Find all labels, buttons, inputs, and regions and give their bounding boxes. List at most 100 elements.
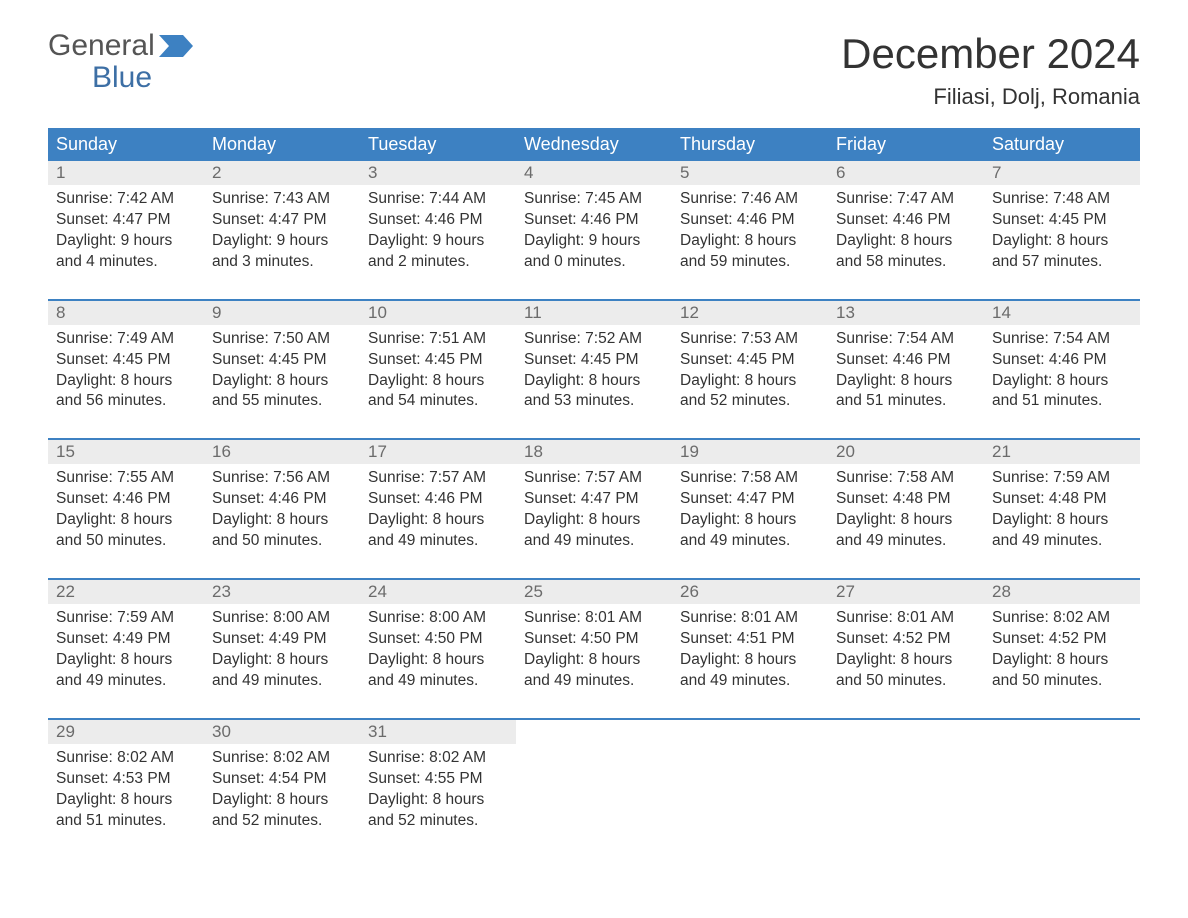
day-number-cell <box>984 720 1140 744</box>
day-data-cell: Sunrise: 7:42 AMSunset: 4:47 PMDaylight:… <box>48 185 204 300</box>
day-data-cell: Sunrise: 7:44 AMSunset: 4:46 PMDaylight:… <box>360 185 516 300</box>
day-data-cell: Sunrise: 7:43 AMSunset: 4:47 PMDaylight:… <box>204 185 360 300</box>
day-number: 29 <box>56 722 75 741</box>
daylight-line1: Daylight: 8 hours <box>212 650 352 671</box>
day-number: 5 <box>680 163 689 182</box>
sunrise-text: Sunrise: 7:55 AM <box>56 468 196 489</box>
day-number-cell: 24 <box>360 580 516 604</box>
sunset-text: Sunset: 4:53 PM <box>56 769 196 790</box>
sunrise-text: Sunrise: 7:49 AM <box>56 329 196 350</box>
day-number-row: 1234567 <box>48 161 1140 185</box>
day-data-cell: Sunrise: 8:00 AMSunset: 4:50 PMDaylight:… <box>360 604 516 719</box>
sunset-text: Sunset: 4:45 PM <box>992 210 1132 231</box>
day-number-cell: 12 <box>672 301 828 325</box>
day-number-cell <box>672 720 828 744</box>
daylight-line1: Daylight: 8 hours <box>56 790 196 811</box>
day-data-cell: Sunrise: 8:01 AMSunset: 4:51 PMDaylight:… <box>672 604 828 719</box>
day-number-cell: 2 <box>204 161 360 185</box>
sunrise-text: Sunrise: 7:51 AM <box>368 329 508 350</box>
day-number-cell: 28 <box>984 580 1140 604</box>
sunset-text: Sunset: 4:45 PM <box>368 350 508 371</box>
day-data-cell <box>672 744 828 836</box>
daylight-line2: and 49 minutes. <box>56 671 196 692</box>
sunset-text: Sunset: 4:48 PM <box>836 489 976 510</box>
day-number-cell: 5 <box>672 161 828 185</box>
daylight-line1: Daylight: 8 hours <box>680 371 820 392</box>
day-data-cell: Sunrise: 8:01 AMSunset: 4:50 PMDaylight:… <box>516 604 672 719</box>
sunrise-text: Sunrise: 7:54 AM <box>836 329 976 350</box>
day-data-cell: Sunrise: 8:00 AMSunset: 4:49 PMDaylight:… <box>204 604 360 719</box>
day-number-row: 891011121314 <box>48 301 1140 325</box>
sunrise-text: Sunrise: 8:01 AM <box>836 608 976 629</box>
daylight-line1: Daylight: 8 hours <box>56 510 196 531</box>
day-number: 19 <box>680 442 699 461</box>
daylight-line1: Daylight: 8 hours <box>836 231 976 252</box>
day-number-cell: 30 <box>204 720 360 744</box>
day-number: 8 <box>56 303 65 322</box>
day-data-row: Sunrise: 7:42 AMSunset: 4:47 PMDaylight:… <box>48 185 1140 300</box>
day-number: 10 <box>368 303 387 322</box>
daylight-line2: and 51 minutes. <box>836 391 976 412</box>
sunrise-text: Sunrise: 7:59 AM <box>56 608 196 629</box>
day-data-cell: Sunrise: 7:47 AMSunset: 4:46 PMDaylight:… <box>828 185 984 300</box>
daylight-line1: Daylight: 8 hours <box>212 790 352 811</box>
sunrise-text: Sunrise: 8:01 AM <box>680 608 820 629</box>
sunset-text: Sunset: 4:47 PM <box>56 210 196 231</box>
day-number-cell: 16 <box>204 440 360 464</box>
sunset-text: Sunset: 4:52 PM <box>992 629 1132 650</box>
day-data-cell: Sunrise: 7:54 AMSunset: 4:46 PMDaylight:… <box>984 325 1140 440</box>
day-number-cell: 23 <box>204 580 360 604</box>
day-data-cell: Sunrise: 7:56 AMSunset: 4:46 PMDaylight:… <box>204 464 360 579</box>
day-number: 31 <box>368 722 387 741</box>
daylight-line2: and 49 minutes. <box>212 671 352 692</box>
day-number-row: 15161718192021 <box>48 440 1140 464</box>
daylight-line1: Daylight: 8 hours <box>524 371 664 392</box>
daylight-line1: Daylight: 8 hours <box>212 371 352 392</box>
day-number-cell: 10 <box>360 301 516 325</box>
daylight-line1: Daylight: 8 hours <box>992 650 1132 671</box>
daylight-line2: and 4 minutes. <box>56 252 196 273</box>
daylight-line1: Daylight: 8 hours <box>56 650 196 671</box>
day-number-cell: 11 <box>516 301 672 325</box>
daylight-line1: Daylight: 8 hours <box>992 231 1132 252</box>
logo-word-general: General <box>48 30 155 62</box>
day-data-cell: Sunrise: 7:48 AMSunset: 4:45 PMDaylight:… <box>984 185 1140 300</box>
sunset-text: Sunset: 4:50 PM <box>524 629 664 650</box>
sunset-text: Sunset: 4:46 PM <box>836 350 976 371</box>
day-data-cell: Sunrise: 7:53 AMSunset: 4:45 PMDaylight:… <box>672 325 828 440</box>
sunset-text: Sunset: 4:50 PM <box>368 629 508 650</box>
sunset-text: Sunset: 4:45 PM <box>212 350 352 371</box>
sunrise-text: Sunrise: 7:56 AM <box>212 468 352 489</box>
day-data-row: Sunrise: 7:55 AM Sunset: 4:46 PM Daylight:… <box>48 464 1140 579</box>
daylight-line1: Daylight: 8 hours <box>524 510 664 531</box>
sunrise-text: Sunrise: 7:57 AM <box>524 468 664 489</box>
day-number: 9 <box>212 303 221 322</box>
weekday-header: Friday <box>828 128 984 161</box>
day-number: 28 <box>992 582 1011 601</box>
daylight-line1: Daylight: 8 hours <box>368 371 508 392</box>
day-number: 11 <box>524 303 542 322</box>
sunrise-text: Sunrise: 7:53 AM <box>680 329 820 350</box>
daylight-line2: and 53 minutes. <box>524 391 664 412</box>
sunset-text: Sunset: 4:47 PM <box>524 489 664 510</box>
day-data-cell: Sunrise: 8:02 AMSunset: 4:52 PMDaylight:… <box>984 604 1140 719</box>
sunset-text: Sunset: 4:46 PM <box>368 489 508 510</box>
sunset-text: Sunset: 4:45 PM <box>56 350 196 371</box>
day-number-cell: 1 <box>48 161 204 185</box>
day-data-cell: Sunrise: 8:02 AMSunset: 4:54 PMDaylight:… <box>204 744 360 836</box>
daylight-line1: Daylight: 8 hours <box>680 650 820 671</box>
daylight-line2: and 49 minutes. <box>368 531 508 552</box>
sunset-text: Sunset: 4:46 PM <box>524 210 664 231</box>
daylight-line1: Daylight: 9 hours <box>368 231 508 252</box>
header: General Blue December 2024 Filiasi, Dolj… <box>48 30 1140 110</box>
daylight-line2: and 52 minutes. <box>368 811 508 832</box>
daylight-line2: and 51 minutes. <box>56 811 196 832</box>
daylight-line2: and 56 minutes. <box>56 391 196 412</box>
daylight-line2: and 49 minutes. <box>368 671 508 692</box>
day-number-cell: 29 <box>48 720 204 744</box>
sunrise-text: Sunrise: 8:02 AM <box>992 608 1132 629</box>
sunrise-text: Sunrise: 7:57 AM <box>368 468 508 489</box>
daylight-line1: Daylight: 9 hours <box>212 231 352 252</box>
daylight-line1: Daylight: 8 hours <box>212 510 352 531</box>
sunrise-text: Sunrise: 7:45 AM <box>524 189 664 210</box>
